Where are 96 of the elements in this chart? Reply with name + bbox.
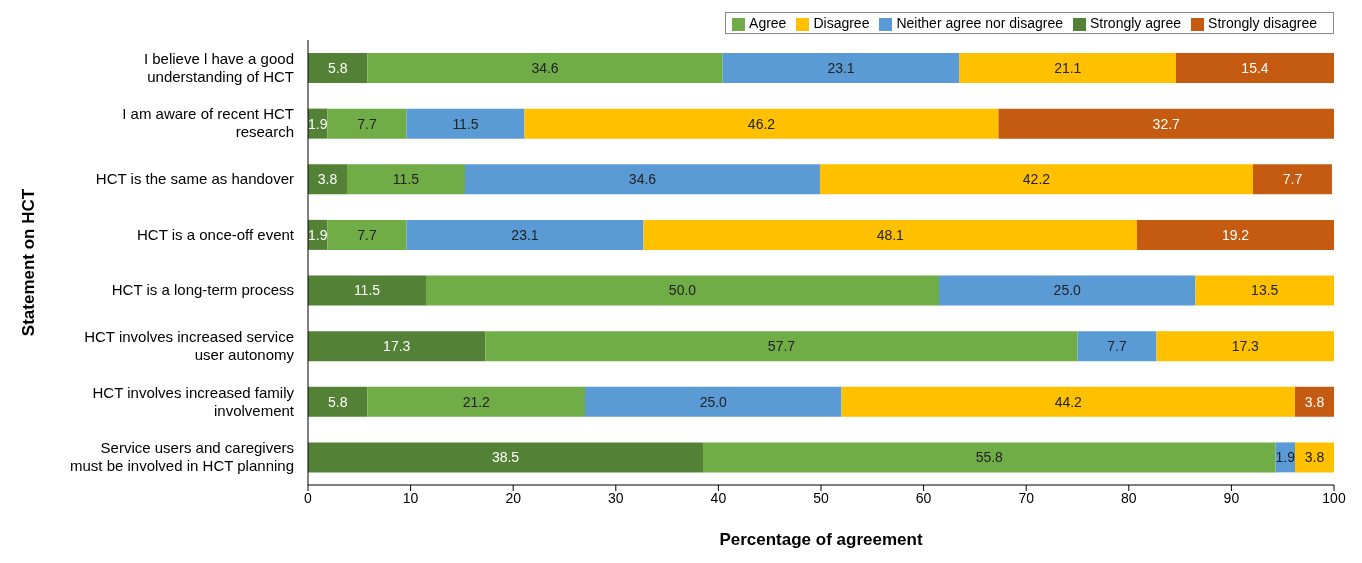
y-tick-label: I believe l have a good understanding of HCT: [143, 49, 294, 85]
bar: [327, 219, 407, 250]
x-tick-label: 20: [505, 489, 522, 506]
bar: [585, 386, 842, 417]
bar: [1295, 386, 1334, 417]
bar: [308, 53, 368, 83]
x-tick-label: 30: [608, 489, 624, 506]
legend-label: Strongly agree: [1089, 15, 1182, 31]
bar: [1195, 275, 1334, 306]
x-tick-label: 40: [710, 489, 727, 506]
y-tick-label: I am aware of recent HCT research: [122, 105, 294, 141]
y-axis-title: Statement on HCT: [19, 188, 39, 337]
data-label: 3.8: [1304, 393, 1325, 410]
bar: [308, 442, 704, 473]
data-label: 11.5: [452, 115, 479, 132]
data-label: 34.6: [531, 59, 559, 76]
data-label: 44.2: [1054, 393, 1083, 410]
data-label: 15.4: [1241, 59, 1269, 76]
data-label: 5.8: [328, 59, 348, 76]
bar: [998, 108, 1334, 139]
bar: [524, 108, 999, 139]
bar: [308, 386, 368, 417]
x-tick-label: 0: [304, 489, 313, 506]
data-label: 7.7: [1282, 171, 1303, 188]
data-label: 32.7: [1152, 115, 1181, 132]
data-label: 7.7: [357, 115, 377, 132]
bar: [406, 108, 525, 139]
data-label: 11.5: [392, 171, 420, 188]
data-label: 1.9: [1275, 449, 1296, 466]
y-tick-label: HCT involves increased service user autonomy: [84, 327, 295, 363]
data-label: 50.0: [668, 282, 697, 299]
y-tick-label: HCT involves increased family involvement: [92, 383, 295, 419]
x-axis-title: Percentage of agreement: [719, 530, 923, 549]
bar: [367, 386, 586, 417]
data-label: 7.7: [357, 226, 377, 243]
data-label: 23.1: [511, 226, 539, 243]
data-label: 3.8: [1304, 449, 1325, 466]
bar: [1156, 331, 1334, 362]
y-tick-label: HCT is a once-off event: [136, 225, 295, 243]
bar: [308, 275, 426, 306]
bar: [308, 331, 486, 362]
bar: [1077, 331, 1157, 362]
data-label: 25.0: [1053, 282, 1082, 299]
bar: [643, 219, 1138, 250]
data-label: 13.5: [1251, 282, 1279, 299]
bar: [464, 164, 820, 195]
bar: [1137, 219, 1334, 250]
data-label: 55.8: [975, 449, 1004, 466]
x-tick-label: 100: [1322, 489, 1346, 506]
data-label: 23.1: [827, 59, 855, 76]
y-tick-label: HCT is the same as handover: [95, 170, 294, 188]
data-label: 17.3: [383, 338, 411, 355]
x-tick-label: 90: [1223, 489, 1240, 506]
legend-label: Disagree: [813, 15, 870, 31]
bar: [367, 53, 723, 83]
bar: [327, 108, 407, 139]
data-label: 21.2: [462, 393, 491, 410]
y-tick-label: Service users and caregivers must be involved in HCT planning: [69, 439, 294, 475]
bar: [1252, 164, 1332, 195]
data-label: 21.1: [1054, 59, 1082, 76]
bar: [406, 219, 644, 250]
data-label: 1.9: [308, 226, 328, 243]
x-tick-label: 70: [1018, 489, 1035, 506]
data-label: 46.2: [747, 115, 776, 132]
data-label: 42.2: [1022, 171, 1051, 188]
bar: [425, 275, 939, 306]
bar: [841, 386, 1296, 417]
data-label: 17.3: [1231, 338, 1260, 355]
data-label: 34.6: [628, 171, 657, 188]
x-tick-label: 80: [1121, 489, 1137, 506]
x-tick-label: 10: [402, 489, 419, 506]
data-label: 3.8: [317, 171, 338, 188]
bar: [819, 164, 1253, 195]
data-label: 7.7: [1107, 338, 1127, 355]
data-label: 38.5: [491, 449, 520, 466]
data-label: 48.1: [876, 226, 905, 243]
bar: [1176, 53, 1334, 83]
data-label: 1.9: [308, 115, 328, 132]
legend-label: Neither agree nor disagree: [896, 15, 1063, 31]
data-label: 57.7: [767, 338, 796, 355]
legend-label: Strongly disagree: [1208, 15, 1317, 31]
data-label: 19.2: [1221, 226, 1250, 243]
bar: [959, 53, 1176, 83]
data-label: 5.8: [328, 393, 348, 410]
x-tick-label: 50: [813, 489, 829, 506]
bar: [485, 331, 1078, 362]
bar: [703, 442, 1276, 473]
y-tick-label: HCT is a long-term process: [111, 281, 294, 299]
bar: [346, 164, 465, 195]
bar: [938, 275, 1196, 306]
legend-label: Agree: [749, 15, 787, 31]
data-label: 25.0: [699, 393, 728, 410]
data-label: 11.5: [353, 282, 381, 299]
x-tick-label: 60: [915, 489, 932, 506]
bar: [1295, 442, 1334, 473]
bar: [722, 53, 960, 83]
